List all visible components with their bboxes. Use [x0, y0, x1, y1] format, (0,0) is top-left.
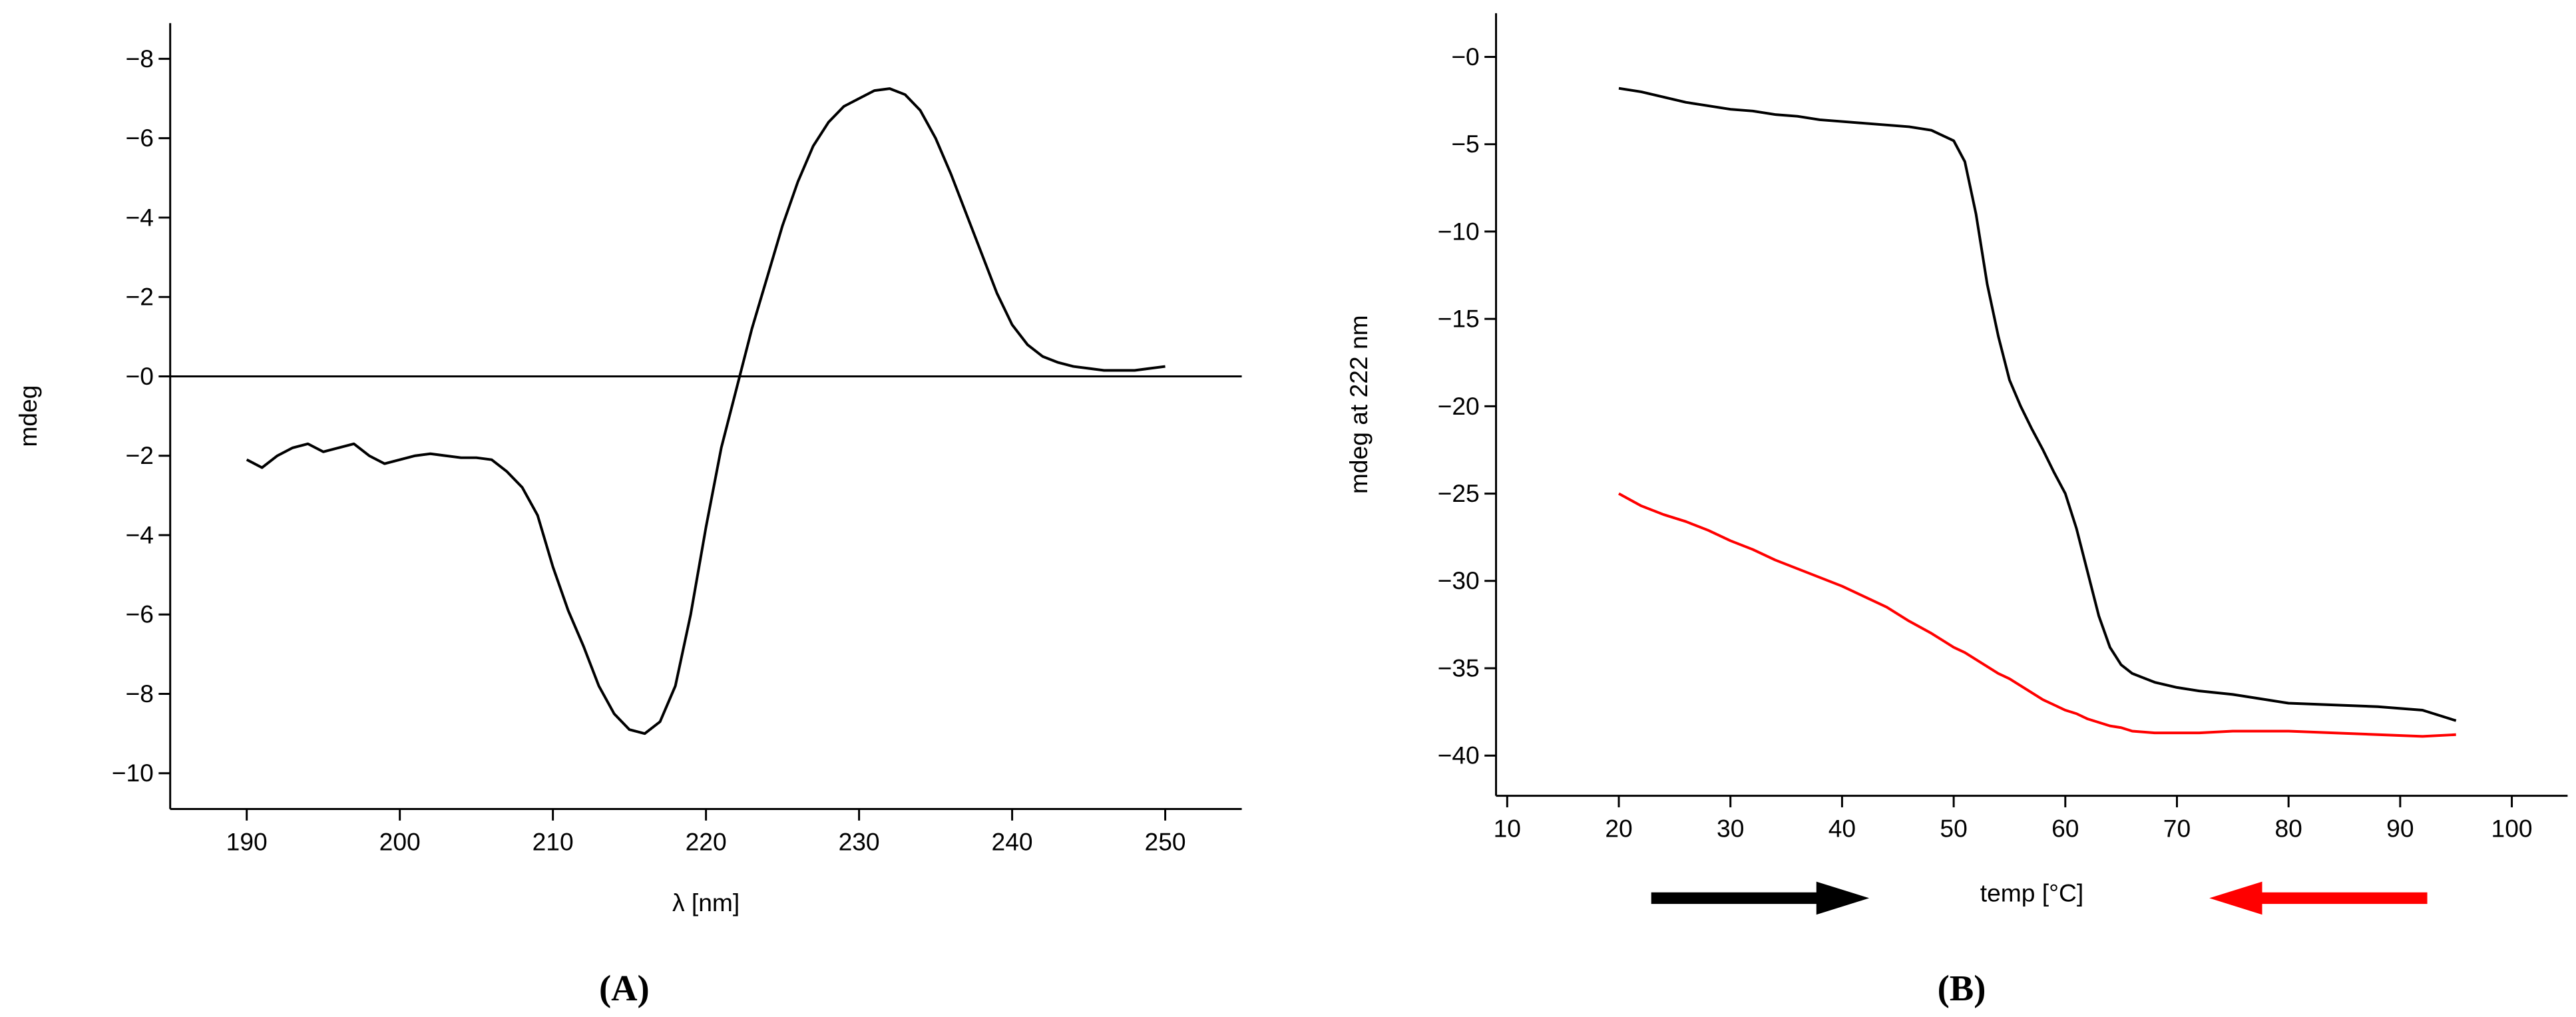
x-tick-label: 200	[379, 827, 421, 855]
data-line	[246, 87, 1166, 735]
x-tick-label: 250	[1145, 827, 1186, 855]
y-tick-label: −2	[125, 283, 153, 311]
x-tick-label: 80	[2274, 815, 2302, 843]
y-tick-label: −10	[1438, 217, 1480, 245]
x-tick-label: 210	[533, 827, 574, 855]
x-tick-label: 20	[1605, 815, 1632, 843]
y-tick-label: −2	[125, 441, 153, 469]
x-tick-label: 30	[1717, 815, 1744, 843]
panel-label: (B)	[1938, 968, 1986, 1008]
y-tick-label: −4	[125, 520, 153, 548]
y-axis-title: mdeg at 222 nm	[1345, 315, 1373, 494]
y-tick-label: −30	[1438, 566, 1480, 594]
data-line	[1618, 87, 2457, 722]
y-axis-title: mdeg	[14, 385, 42, 447]
panel-label: (A)	[599, 968, 650, 1008]
x-tick-label: 190	[226, 827, 268, 855]
cooling-arrowhead	[2209, 881, 2262, 915]
y-tick-label: −40	[1438, 741, 1480, 769]
y-tick-label: −4	[125, 203, 153, 231]
direction-arrows	[1651, 881, 2428, 915]
x-tick-label: 50	[1940, 815, 1967, 843]
data-line	[1618, 492, 2456, 738]
y-tick-label: −15	[1438, 305, 1480, 333]
y-tick-label: −20	[1438, 392, 1480, 420]
y-tick-label: −25	[1438, 479, 1480, 507]
y-tick-label: −8	[125, 680, 153, 708]
x-tick-label: 40	[1828, 815, 1856, 843]
x-tick-label: 230	[839, 827, 880, 855]
y-tick-label: −8	[125, 45, 153, 73]
y-tick-label: −5	[1451, 130, 1479, 158]
x-tick-label: 100	[2491, 815, 2533, 843]
y-tick-label: −6	[125, 124, 153, 152]
y-tick-label: −0	[125, 362, 153, 390]
y-tick-label: −6	[125, 600, 153, 628]
x-tick-label: 220	[686, 827, 727, 855]
y-tick-label: −0	[1451, 43, 1479, 71]
heating-arrowhead	[1816, 881, 1870, 915]
y-tick-label: −35	[1438, 654, 1480, 682]
x-tick-label: 10	[1494, 815, 1521, 843]
x-axis-title: λ [nm]	[672, 889, 740, 916]
y-tick-label: −10	[112, 759, 154, 787]
x-tick-label: 70	[2163, 815, 2191, 843]
x-axis-title: temp [°C]	[1980, 879, 2083, 907]
x-tick-label: 60	[2051, 815, 2079, 843]
x-tick-label: 90	[2386, 815, 2414, 843]
x-tick-label: 240	[992, 827, 1033, 855]
